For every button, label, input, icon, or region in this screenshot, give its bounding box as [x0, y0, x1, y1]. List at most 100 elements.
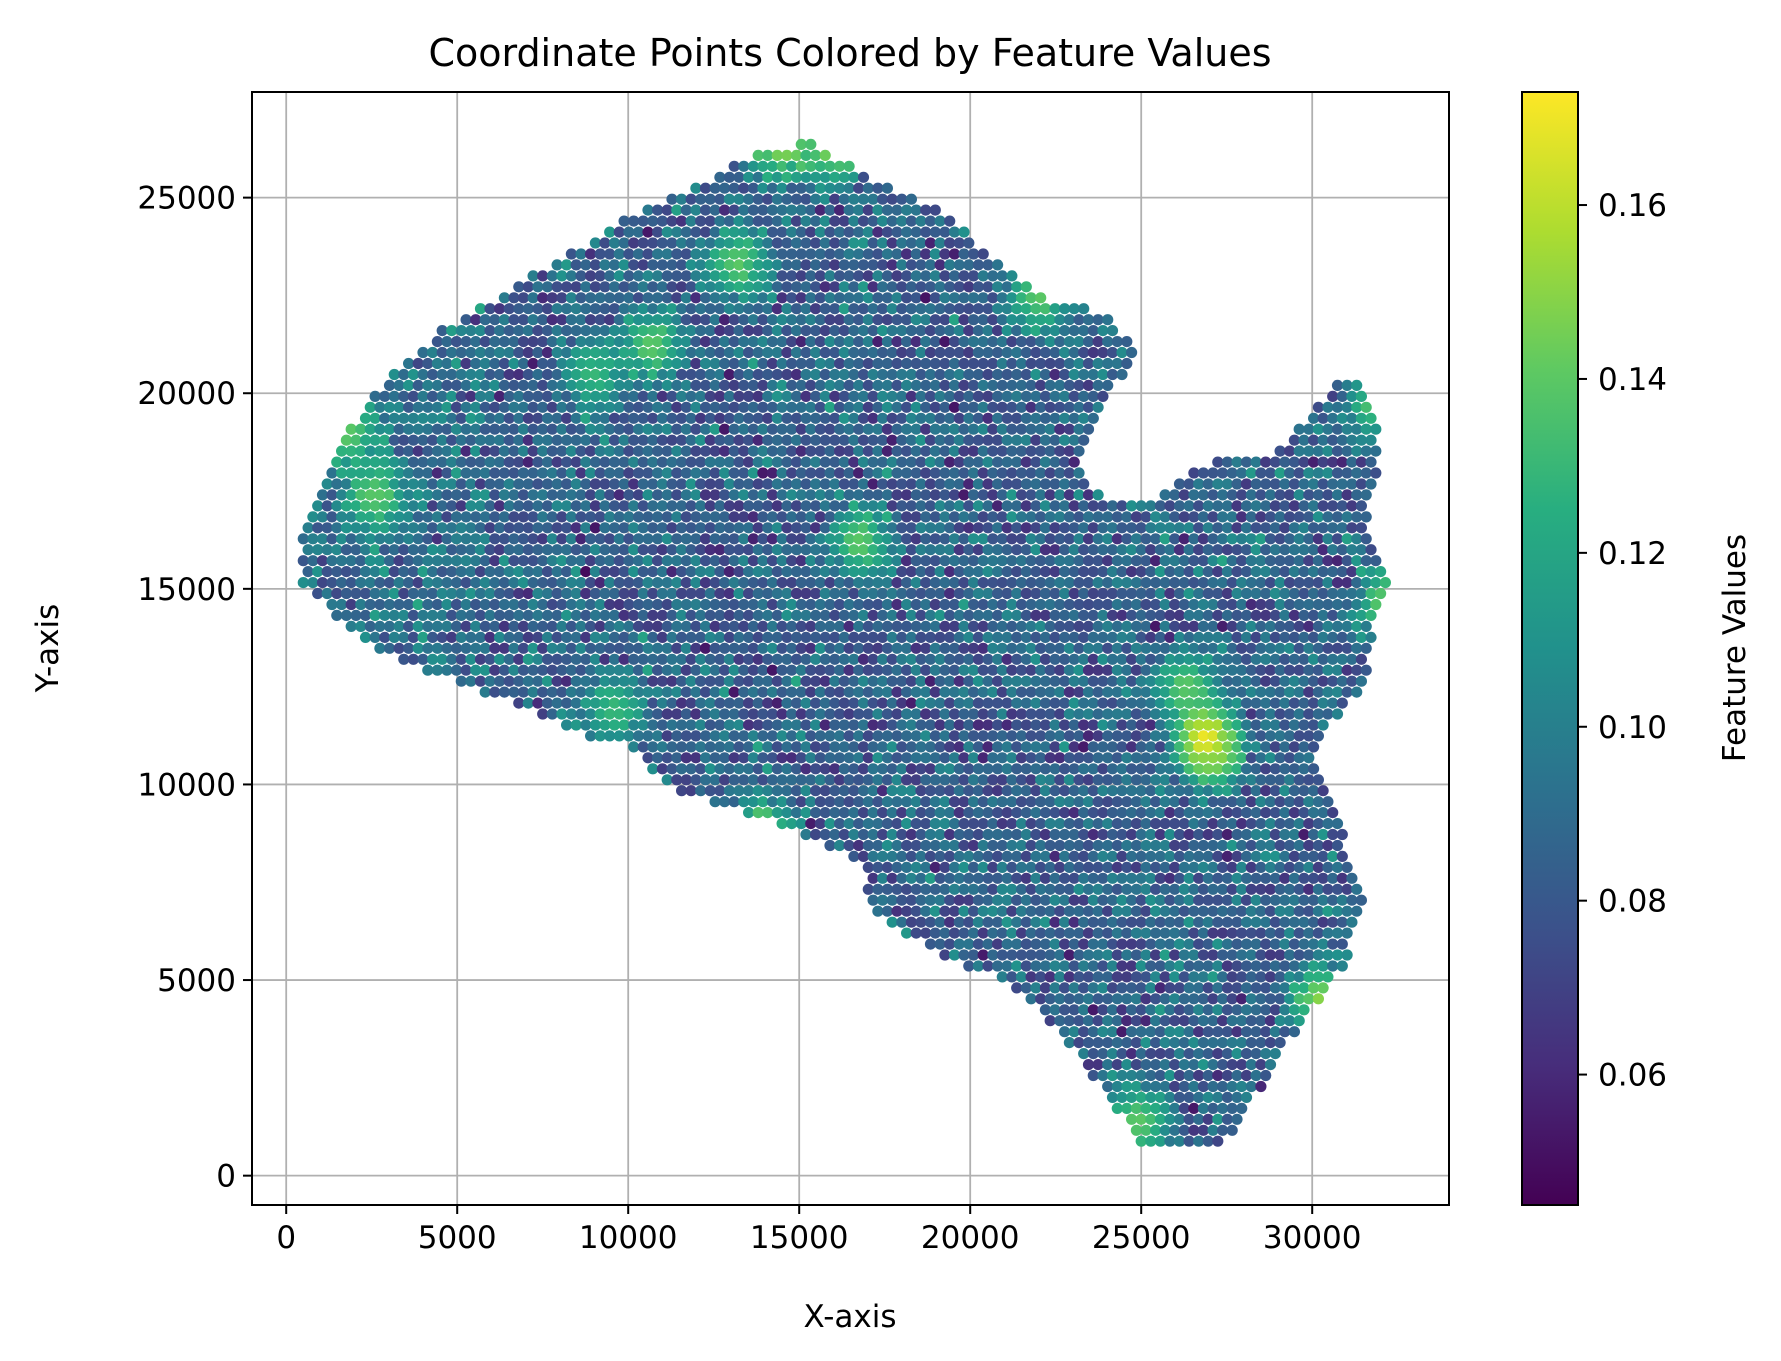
- scatter-point: [857, 697, 870, 709]
- scatter-point: [450, 642, 463, 654]
- scatter-point: [1111, 774, 1123, 786]
- scatter-point: [1068, 522, 1080, 534]
- scatter-point: [1121, 1037, 1133, 1049]
- scatter-point: [896, 390, 908, 402]
- scatter-point: [862, 423, 874, 435]
- scatter-point: [1092, 1037, 1104, 1049]
- scatter-point: [881, 642, 894, 654]
- scatter-point: [920, 752, 932, 764]
- scatter-point: [1068, 719, 1080, 731]
- scatter-point: [1106, 653, 1119, 665]
- scatter-point: [1164, 828, 1176, 841]
- scatter-point: [1279, 522, 1291, 534]
- scatter-point: [1231, 675, 1243, 687]
- scatter-point: [862, 533, 874, 545]
- scatter-point: [1202, 1135, 1214, 1147]
- scatter-point: [699, 664, 712, 676]
- scatter-point: [1202, 1004, 1214, 1016]
- scatter-point: [1308, 500, 1320, 512]
- scatter-point: [1193, 675, 1205, 687]
- scatter-point: [1250, 850, 1262, 863]
- scatter-point: [776, 489, 788, 501]
- scatter-point: [1150, 818, 1162, 830]
- scatter-point: [474, 522, 487, 534]
- scatter-point: [1269, 478, 1281, 490]
- scatter-point: [1097, 785, 1109, 797]
- scatter-point: [1035, 971, 1047, 983]
- scatter-point: [470, 401, 482, 413]
- scatter-point: [1087, 960, 1099, 972]
- scatter-point: [1207, 971, 1219, 983]
- scatter-point: [661, 357, 673, 370]
- scatter-point: [886, 719, 898, 731]
- scatter-point: [1049, 653, 1061, 665]
- scatter-point: [340, 456, 352, 468]
- scatter-point: [1245, 620, 1257, 633]
- scatter-point: [1054, 905, 1066, 917]
- scatter-point: [608, 697, 621, 709]
- scatter-point: [939, 401, 951, 413]
- scatter-point: [1351, 511, 1363, 523]
- scatter-point: [441, 598, 453, 611]
- scatter-point: [987, 467, 999, 479]
- scatter-point: [1207, 730, 1219, 742]
- scatter-point: [953, 763, 965, 775]
- scatter-point: [527, 533, 539, 545]
- scatter-point: [862, 511, 874, 523]
- scatter-point: [565, 357, 578, 370]
- scatter-point: [551, 500, 563, 512]
- scatter-point: [1255, 818, 1267, 830]
- scatter-point: [1011, 631, 1023, 644]
- scatter-point: [829, 412, 841, 424]
- scatter-point: [1039, 741, 1051, 753]
- scatter-point: [436, 368, 448, 381]
- scatter-point: [331, 456, 343, 468]
- scatter-point: [1106, 828, 1119, 841]
- scatter-point: [1097, 390, 1109, 402]
- scatter-point: [1073, 598, 1085, 611]
- scatter-point: [1322, 971, 1334, 983]
- scatter-point: [331, 500, 343, 512]
- scatter-point: [1274, 533, 1286, 545]
- scatter-point: [522, 500, 534, 512]
- scatter-point: [843, 664, 855, 676]
- scatter-point: [355, 467, 367, 479]
- scatter-point: [450, 445, 463, 457]
- scatter-point: [819, 828, 831, 841]
- scatter-point: [924, 587, 937, 600]
- scatter-point: [1159, 839, 1171, 852]
- scatter-point: [1193, 1091, 1205, 1103]
- scatter-point: [752, 587, 764, 600]
- scatter-point: [690, 598, 702, 611]
- scatter-point: [996, 708, 1008, 720]
- scatter-point: [628, 609, 640, 622]
- scatter-point: [704, 522, 716, 534]
- scatter-point: [1049, 785, 1061, 797]
- scatter-point: [843, 467, 855, 479]
- scatter-point: [992, 478, 1004, 490]
- scatter-point: [896, 741, 908, 753]
- scatter-point: [489, 664, 501, 676]
- scatter-point: [336, 555, 348, 567]
- scatter-point: [1221, 522, 1233, 534]
- scatter-point: [498, 686, 510, 698]
- scatter-point: [757, 357, 769, 370]
- scatter-point: [695, 500, 707, 512]
- scatter-point: [388, 478, 400, 490]
- scatter-point: [800, 807, 812, 819]
- scatter-point: [345, 445, 357, 457]
- scatter-point: [1288, 741, 1300, 753]
- scatter-point: [929, 533, 941, 545]
- scatter-point: [929, 927, 941, 939]
- scatter-point: [1126, 1026, 1138, 1038]
- scatter-point: [834, 708, 846, 720]
- scatter-point: [1030, 544, 1042, 556]
- scatter-point: [1212, 872, 1224, 884]
- scatter-point: [1274, 927, 1286, 939]
- scatter-point: [1049, 872, 1061, 884]
- scatter-point: [383, 577, 396, 589]
- scatter-point: [1336, 500, 1348, 512]
- scatter-point: [1116, 763, 1128, 775]
- scatter-point: [1121, 949, 1133, 961]
- scatter-point: [699, 445, 712, 457]
